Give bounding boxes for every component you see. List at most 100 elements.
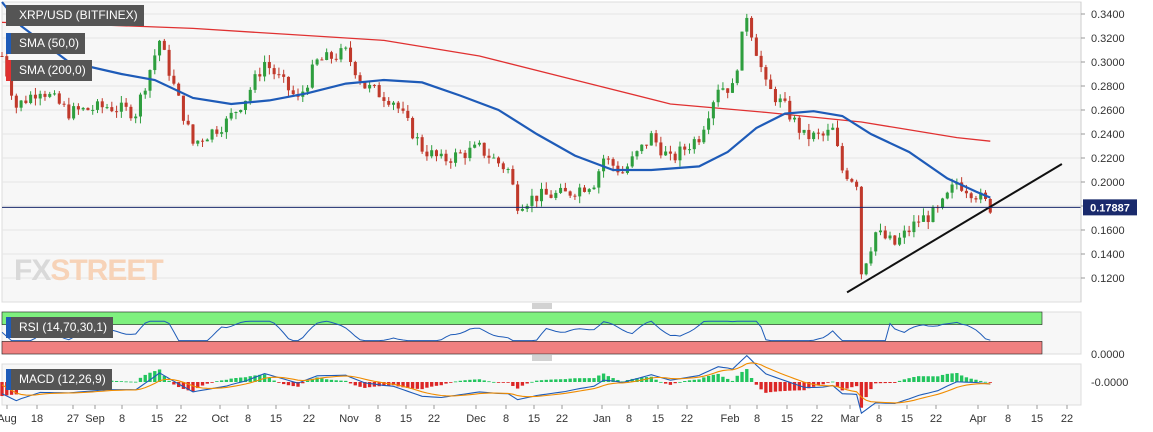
macd-histogram-bar bbox=[988, 382, 992, 383]
macd-histogram-bar bbox=[606, 376, 611, 382]
candle bbox=[726, 88, 730, 99]
chart-grid bbox=[1, 1, 1082, 303]
candle bbox=[974, 195, 978, 203]
rsi-oversold-zone bbox=[1, 341, 1043, 355]
candle bbox=[969, 191, 973, 203]
candle bbox=[707, 111, 711, 135]
fxstreet-watermark: FXSTREET bbox=[14, 254, 164, 287]
time-tick-label: 22 bbox=[428, 413, 440, 425]
macd-histogram-bar bbox=[936, 376, 940, 382]
macd-histogram-bar bbox=[792, 382, 797, 391]
macd-histogram-bar bbox=[334, 380, 338, 382]
macd-histogram-bar bbox=[616, 379, 620, 382]
macd-histogram-bar bbox=[702, 377, 706, 382]
candle bbox=[57, 91, 61, 105]
candle bbox=[348, 41, 353, 67]
candle bbox=[286, 76, 290, 98]
macd-histogram-bar bbox=[124, 381, 128, 383]
candle bbox=[883, 225, 887, 240]
candle bbox=[878, 223, 883, 236]
time-tick-label: 15 bbox=[270, 413, 282, 425]
macd-histogram-bar bbox=[181, 382, 186, 389]
time-tick-label: 8 bbox=[503, 413, 509, 425]
macd-histogram-bar bbox=[358, 382, 362, 387]
candle bbox=[898, 232, 902, 247]
candle bbox=[487, 148, 491, 164]
macd-histogram-bar bbox=[468, 379, 472, 382]
macd-histogram-bar bbox=[434, 382, 439, 386]
candle bbox=[167, 44, 171, 81]
macd-histogram-bar bbox=[835, 382, 840, 387]
last-price-badge: 0.17887 bbox=[1083, 199, 1137, 216]
macd-histogram-bar bbox=[969, 378, 973, 382]
macd-histogram-bar bbox=[511, 382, 515, 386]
candle bbox=[196, 140, 200, 147]
sma-50-path bbox=[1, 1, 991, 199]
candle bbox=[377, 82, 381, 98]
macd-histogram-bar bbox=[425, 382, 429, 388]
symbol-label[interactable]: XRP/USD (BITFINEX) bbox=[6, 5, 144, 26]
candle bbox=[511, 165, 515, 186]
sma-200-legend[interactable]: SMA (200,0) bbox=[6, 60, 92, 81]
time-tick-label: 22 bbox=[930, 413, 942, 425]
candle bbox=[855, 179, 859, 191]
candle bbox=[917, 215, 921, 228]
time-tick-label: 8 bbox=[245, 413, 251, 425]
macd-histogram-bar bbox=[573, 378, 577, 382]
candle bbox=[177, 82, 181, 96]
time-tick-label: Mar bbox=[841, 413, 860, 425]
macd-histogram-bar bbox=[869, 382, 873, 390]
candle bbox=[482, 142, 486, 159]
macd-histogram-bar bbox=[148, 372, 152, 382]
candle bbox=[654, 129, 658, 147]
candle bbox=[458, 149, 462, 154]
macd-histogram-bar bbox=[129, 381, 133, 383]
candle bbox=[850, 177, 854, 183]
macd-histogram-bar bbox=[234, 378, 238, 382]
candle bbox=[530, 188, 534, 213]
candle bbox=[783, 92, 787, 103]
candle bbox=[692, 136, 696, 154]
panel-resize-handles[interactable] bbox=[532, 303, 552, 361]
price-tick-label: 0.1200 bbox=[1091, 273, 1125, 285]
macd-histogram-bar bbox=[515, 382, 520, 389]
time-tick-label: Sep bbox=[85, 413, 105, 425]
candle bbox=[372, 84, 376, 88]
candle bbox=[687, 143, 692, 154]
macd-histogram-bar bbox=[353, 382, 357, 386]
candle bbox=[864, 262, 868, 276]
candle bbox=[143, 88, 147, 99]
candle bbox=[659, 136, 663, 159]
macd-histogram-bar bbox=[410, 382, 415, 389]
candle bbox=[807, 123, 811, 147]
macd-legend[interactable]: MACD (12,26,9) bbox=[6, 369, 112, 390]
sma-50-legend[interactable]: SMA (50,0) bbox=[6, 33, 86, 54]
sma-50-swatch bbox=[6, 33, 11, 54]
svg-text:FXSTREET: FXSTREET bbox=[14, 254, 163, 287]
candle bbox=[683, 143, 687, 156]
candle bbox=[606, 156, 610, 165]
candle bbox=[568, 190, 572, 199]
candle bbox=[535, 195, 539, 208]
candle bbox=[764, 64, 768, 86]
macd-histogram-bar bbox=[955, 373, 959, 382]
candle bbox=[72, 102, 76, 121]
candle bbox=[310, 59, 314, 89]
candle bbox=[33, 87, 37, 106]
candle bbox=[425, 144, 429, 161]
candle bbox=[587, 188, 591, 195]
macd-histogram-bar bbox=[730, 380, 735, 382]
rsi-legend[interactable]: RSI (14,70,30,1) bbox=[6, 317, 114, 338]
macd-histogram-bar bbox=[668, 382, 673, 385]
time-tick-label: 15 bbox=[151, 413, 163, 425]
candle bbox=[716, 84, 720, 107]
macd-histogram-bar bbox=[191, 382, 195, 392]
time-tick-label: 22 bbox=[175, 413, 187, 425]
symbol-label-text: XRP/USD (BITFINEX) bbox=[19, 8, 138, 22]
candle bbox=[29, 91, 33, 105]
candle bbox=[401, 101, 405, 114]
candle bbox=[115, 105, 119, 118]
candle bbox=[449, 158, 453, 169]
macd-histogram-bar bbox=[525, 382, 529, 384]
candle bbox=[406, 105, 410, 121]
